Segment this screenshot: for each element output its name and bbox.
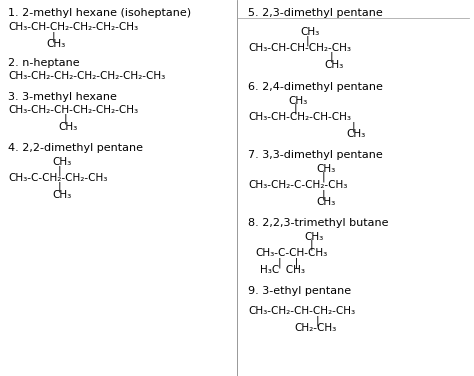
- Text: CH₃: CH₃: [304, 232, 323, 242]
- Text: CH₃-CH₂-CH-CH₂-CH₃: CH₃-CH₂-CH-CH₂-CH₃: [248, 306, 355, 316]
- Text: CH₃: CH₃: [52, 157, 71, 167]
- Text: |: |: [322, 172, 326, 182]
- Text: CH₃: CH₃: [58, 122, 77, 132]
- Text: 2. n-heptane: 2. n-heptane: [8, 58, 80, 68]
- Text: CH₃: CH₃: [46, 39, 65, 49]
- Text: 9. 3-ethyl pentane: 9. 3-ethyl pentane: [248, 286, 351, 296]
- Text: CH₃-CH-CH₂-CH-CH₃: CH₃-CH-CH₂-CH-CH₃: [248, 112, 351, 122]
- Text: |: |: [352, 121, 356, 132]
- Text: CH₃-CH₂-CH-CH₂-CH₂-CH₃: CH₃-CH₂-CH-CH₂-CH₂-CH₃: [8, 105, 138, 115]
- Text: 3. 3-methyl hexane: 3. 3-methyl hexane: [8, 92, 117, 102]
- Text: CH₃: CH₃: [316, 164, 335, 174]
- Text: CH₃: CH₃: [324, 60, 343, 70]
- Text: CH₃-CH-CH₂-CH₂-CH₂-CH₃: CH₃-CH-CH₂-CH₂-CH₂-CH₃: [8, 22, 138, 32]
- Text: |: |: [322, 189, 326, 200]
- Text: |: |: [58, 182, 62, 193]
- Text: |: |: [52, 31, 55, 41]
- Text: |: |: [294, 104, 298, 115]
- Text: 1. 2-methyl hexane (isoheptane): 1. 2-methyl hexane (isoheptane): [8, 8, 191, 18]
- Text: CH₂-CH₃: CH₂-CH₃: [294, 323, 336, 333]
- Text: CH₃-C-CH-CH₃: CH₃-C-CH-CH₃: [255, 248, 327, 258]
- Text: CH₃-CH₂-C-CH₂-CH₃: CH₃-CH₂-C-CH₂-CH₃: [248, 180, 347, 190]
- Text: CH₃: CH₃: [288, 96, 307, 106]
- Text: 8. 2,2,3-trimethyl butane: 8. 2,2,3-trimethyl butane: [248, 218, 389, 228]
- Text: |    |: | |: [278, 257, 298, 267]
- Text: |: |: [310, 240, 314, 250]
- Text: CH₃: CH₃: [316, 197, 335, 207]
- Text: |: |: [58, 165, 62, 176]
- Text: CH₃: CH₃: [346, 129, 365, 139]
- Text: 4. 2,2-dimethyl pentane: 4. 2,2-dimethyl pentane: [8, 143, 143, 153]
- Text: CH₃-CH₂-CH₂-CH₂-CH₂-CH₂-CH₃: CH₃-CH₂-CH₂-CH₂-CH₂-CH₂-CH₃: [8, 71, 165, 81]
- Text: 7. 3,3-dimethyl pentane: 7. 3,3-dimethyl pentane: [248, 150, 383, 160]
- Text: |: |: [316, 315, 319, 326]
- Text: 6. 2,4-dimethyl pentane: 6. 2,4-dimethyl pentane: [248, 82, 383, 92]
- Text: |: |: [64, 114, 68, 124]
- Text: CH₃-C-CH₂-CH₂-CH₃: CH₃-C-CH₂-CH₂-CH₃: [8, 173, 108, 183]
- Text: |: |: [330, 52, 334, 62]
- Text: 5. 2,3-dimethyl pentane: 5. 2,3-dimethyl pentane: [248, 8, 383, 18]
- Text: CH₃: CH₃: [52, 190, 71, 200]
- Text: |: |: [306, 35, 310, 45]
- Text: CH₃-CH-CH-CH₂-CH₃: CH₃-CH-CH-CH₂-CH₃: [248, 43, 351, 53]
- Text: CH₃: CH₃: [300, 27, 319, 37]
- Text: H₃C  CH₃: H₃C CH₃: [260, 265, 305, 275]
